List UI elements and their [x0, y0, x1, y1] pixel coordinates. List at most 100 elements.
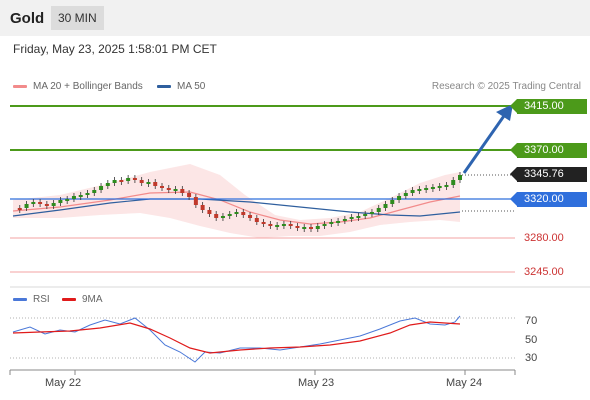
candle-body — [187, 193, 192, 197]
candle-body — [315, 226, 320, 229]
research-credit: Research © 2025 Trading Central — [431, 81, 581, 92]
legend-ma20: MA 20 + Bollinger Bands — [13, 81, 143, 92]
candle-body — [268, 224, 273, 226]
candle-body — [248, 215, 253, 218]
candle-body — [180, 189, 185, 193]
ma50-line — [12, 198, 461, 217]
candle-body — [458, 175, 462, 180]
ma50-swatch-icon — [157, 85, 171, 88]
candle-body — [65, 199, 70, 201]
level-tag-3370: 3370.00 — [510, 143, 587, 158]
candle-body — [207, 210, 212, 214]
rsi-swatch-icon — [13, 298, 27, 301]
candle-body — [309, 227, 313, 229]
candle-body — [220, 216, 225, 218]
candle-body — [85, 193, 90, 195]
level-tag-3320: 3320.00 — [510, 192, 587, 207]
candle-body — [173, 189, 178, 191]
candle-body — [383, 204, 388, 208]
candle-body — [241, 212, 246, 215]
level-tag-3415: 3415.00 — [510, 99, 587, 114]
level-tag-3245: 3245.00 — [524, 266, 564, 278]
candle-body — [78, 195, 83, 197]
candle-body — [336, 221, 341, 223]
candle-body — [390, 200, 395, 204]
candle-body — [17, 208, 22, 210]
forecast-arrow-icon — [496, 104, 513, 121]
legend-ma20-label: MA 20 + Bollinger Bands — [33, 81, 143, 92]
candle-body — [363, 214, 368, 216]
candle-body — [99, 186, 104, 190]
candle-body — [200, 205, 205, 210]
date-label-may24: May 24 — [446, 377, 483, 389]
candle-body — [31, 202, 36, 204]
date-label-may23: May 23 — [298, 377, 335, 389]
candle-body — [261, 222, 266, 224]
candle-body — [424, 188, 429, 190]
candle-body — [329, 222, 334, 224]
rsi-line — [12, 315, 461, 363]
candle-body — [437, 186, 442, 188]
current-price-tag: 3345.76 — [510, 167, 587, 182]
rsi-9ma-line — [12, 321, 461, 354]
candle-body — [132, 178, 137, 180]
legend-ma50-label: MA 50 — [177, 81, 206, 92]
candle-body — [403, 193, 408, 196]
candle-body — [139, 180, 144, 183]
candle-body — [153, 182, 158, 186]
candle-body — [376, 208, 381, 212]
rsi-tick-50: 50 — [525, 334, 538, 346]
candle-body — [146, 182, 151, 184]
candle-body — [126, 178, 131, 181]
legend-rsi-label: RSI — [33, 294, 50, 305]
candle-body — [234, 212, 239, 214]
rsi-tick-70: 70 — [525, 315, 538, 327]
candle-body — [417, 189, 422, 191]
candle-body — [58, 200, 63, 203]
candle-body — [281, 224, 286, 226]
candle-body — [119, 180, 124, 182]
candle-body — [254, 218, 259, 222]
candle-body — [214, 214, 219, 218]
candle-body — [430, 187, 435, 189]
candle-body — [410, 190, 415, 193]
candle-body — [51, 203, 56, 206]
date-label-may22: May 22 — [45, 377, 82, 389]
candle-body — [227, 214, 232, 216]
candle-body — [369, 212, 374, 214]
candle-body — [160, 186, 164, 188]
rsi-tick-30: 30 — [525, 352, 538, 364]
legend-9ma-label: 9MA — [82, 294, 103, 305]
legend-ma50: MA 50 — [157, 81, 205, 92]
candle-body — [38, 202, 43, 204]
legend-rsi: RSI — [13, 294, 50, 305]
candle-body — [193, 197, 198, 205]
forecast-arrow-line — [462, 112, 508, 174]
candle-body — [92, 190, 97, 193]
candle-body — [44, 204, 49, 206]
candle-body — [105, 183, 110, 186]
candle-body — [295, 226, 300, 228]
level-tag-3280: 3280.00 — [524, 232, 564, 244]
candle-body — [444, 185, 449, 187]
ma9-swatch-icon — [62, 298, 76, 301]
chart-datetime: Friday, May 23, 2025 1:58:01 PM CET — [13, 42, 217, 56]
candle-body — [275, 225, 280, 227]
candle-body — [288, 224, 293, 226]
candle-body — [356, 216, 361, 218]
legend-9ma: 9MA — [62, 294, 103, 305]
candle-body — [342, 219, 347, 221]
candle-body — [71, 196, 76, 199]
ma20-swatch-icon — [13, 85, 27, 88]
candle-body — [24, 204, 29, 208]
candle-body — [397, 196, 402, 200]
candle-body — [112, 180, 117, 183]
candle-body — [302, 227, 307, 229]
candle-body — [166, 188, 171, 190]
candle-body — [349, 217, 354, 219]
instrument-title: Gold — [10, 10, 45, 27]
candle-body — [322, 224, 327, 226]
interval-button[interactable]: 30 MIN — [51, 6, 104, 30]
candle-body — [451, 180, 456, 185]
